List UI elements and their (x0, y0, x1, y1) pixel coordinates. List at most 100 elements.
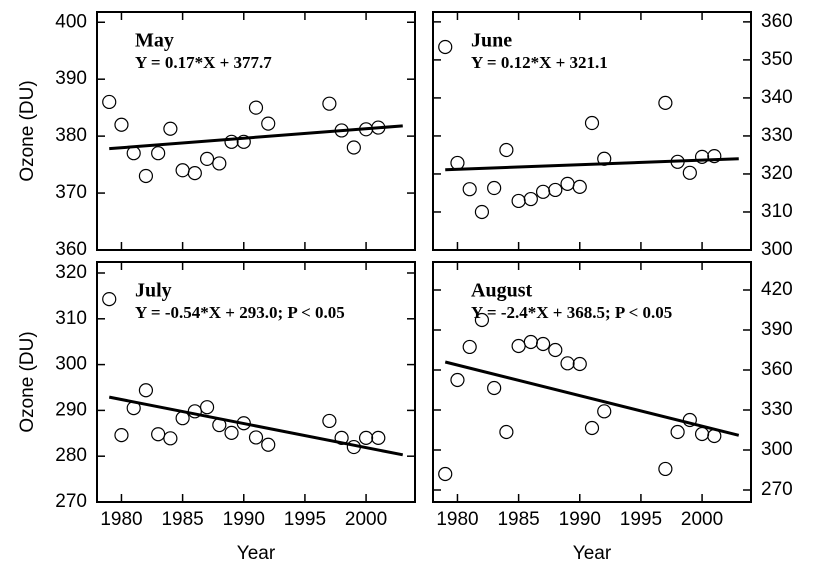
x-axis-label: Year (573, 543, 612, 564)
plot-frame (432, 11, 752, 251)
point (511, 338, 526, 354)
point (102, 94, 117, 110)
y-tick-label: 310 (761, 201, 793, 222)
y-tick-label: 280 (55, 445, 87, 466)
equation: Y = -0.54*X + 293.0; P < 0.05 (135, 303, 345, 322)
fit-line (445, 157, 739, 172)
point (322, 96, 337, 111)
y-tick-label: 420 (761, 279, 793, 300)
point (670, 424, 685, 440)
plot-frame (432, 261, 752, 503)
point (438, 39, 453, 55)
point (474, 204, 490, 220)
point (175, 163, 190, 178)
y-tick-label: 370 (55, 182, 87, 203)
y-tick-label: 360 (761, 11, 793, 32)
y-tick-label: 300 (761, 239, 793, 260)
point (462, 339, 477, 355)
y-tick-label: 360 (761, 359, 793, 380)
x-tick-label: 1995 (284, 509, 326, 530)
y-tick-label: 400 (55, 11, 87, 32)
x-tick-label: 1985 (161, 509, 203, 530)
y-tick-label: 290 (55, 399, 87, 420)
point (572, 179, 587, 194)
y-tick-label: 340 (761, 87, 793, 108)
point (151, 427, 166, 442)
point (560, 356, 575, 371)
point (199, 400, 215, 415)
point (114, 428, 129, 443)
point (487, 380, 502, 396)
plot-frame (96, 11, 416, 251)
panel-title: June (471, 30, 512, 52)
panel-title: August (471, 280, 532, 302)
x-tick-label: 1980 (100, 509, 142, 530)
x-tick-label: 2000 (345, 509, 387, 530)
point (138, 383, 154, 398)
equation: Y = -2.4*X + 368.5; P < 0.05 (471, 303, 672, 322)
y-tick-label: 390 (761, 319, 793, 340)
point (138, 168, 154, 184)
point (248, 430, 264, 445)
equation: Y = 0.17*X + 377.7 (135, 53, 272, 72)
point (535, 336, 551, 352)
point (682, 165, 697, 180)
y-tick-label: 300 (761, 439, 793, 460)
equation: Y = 0.12*X + 321.1 (471, 53, 608, 72)
y-tick-label: 330 (761, 399, 793, 420)
y-tick-label: 350 (761, 49, 793, 70)
point (658, 461, 673, 477)
point (462, 182, 477, 197)
y-tick-label: 310 (55, 308, 87, 329)
y-tick-label: 300 (55, 354, 87, 375)
y-tick-label: 360 (55, 239, 87, 260)
plot-frame (96, 261, 416, 503)
x-tick-label: 1990 (223, 509, 265, 530)
point (371, 430, 386, 445)
point (346, 140, 361, 155)
point (499, 424, 514, 440)
point (212, 156, 227, 171)
point (187, 166, 202, 181)
point (126, 146, 141, 161)
point (523, 191, 538, 207)
point (236, 134, 251, 149)
point (694, 426, 710, 442)
point (535, 184, 551, 199)
x-tick-label: 1985 (497, 509, 539, 530)
point (584, 115, 600, 131)
fit-line (444, 360, 740, 437)
x-axis-label: Year (237, 543, 276, 564)
y-tick-label: 390 (55, 68, 87, 89)
point (261, 116, 276, 131)
point (151, 146, 166, 161)
point (163, 431, 178, 446)
x-tick-label: 1995 (620, 509, 662, 530)
point (261, 437, 276, 452)
point (560, 176, 575, 191)
point (474, 312, 490, 328)
point (114, 117, 129, 132)
x-tick-label: 1980 (436, 509, 478, 530)
y-tick-label: 380 (55, 125, 87, 146)
y-tick-label: 320 (55, 262, 87, 283)
point (523, 334, 538, 350)
y-tick-label: 320 (761, 163, 793, 184)
y-axis-label: Ozone (DU) (17, 80, 38, 181)
y-tick-label: 330 (761, 125, 793, 146)
point (163, 121, 178, 136)
fit-line (108, 395, 404, 457)
point (548, 182, 563, 198)
point (572, 356, 587, 372)
point (511, 193, 526, 209)
panel-title: May (135, 30, 174, 52)
point (358, 430, 374, 445)
point (707, 148, 722, 164)
point (334, 430, 349, 445)
point (224, 425, 239, 440)
point (548, 342, 563, 358)
y-tick-label: 270 (761, 479, 793, 500)
point (450, 155, 465, 171)
